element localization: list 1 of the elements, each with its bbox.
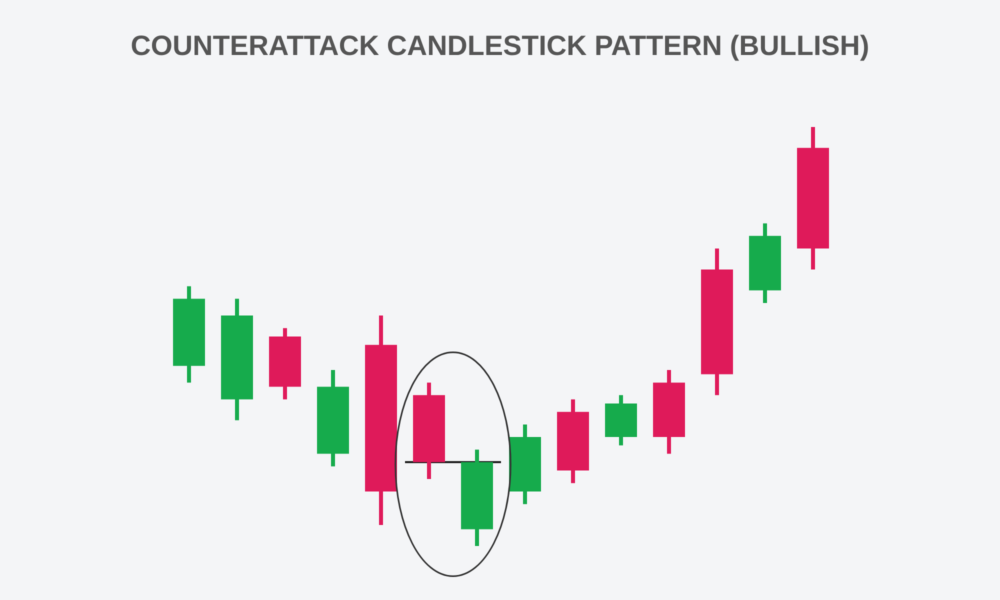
chart-title: COUNTERATTACK CANDLESTICK PATTERN (BULLISH) — [132, 34, 868, 61]
